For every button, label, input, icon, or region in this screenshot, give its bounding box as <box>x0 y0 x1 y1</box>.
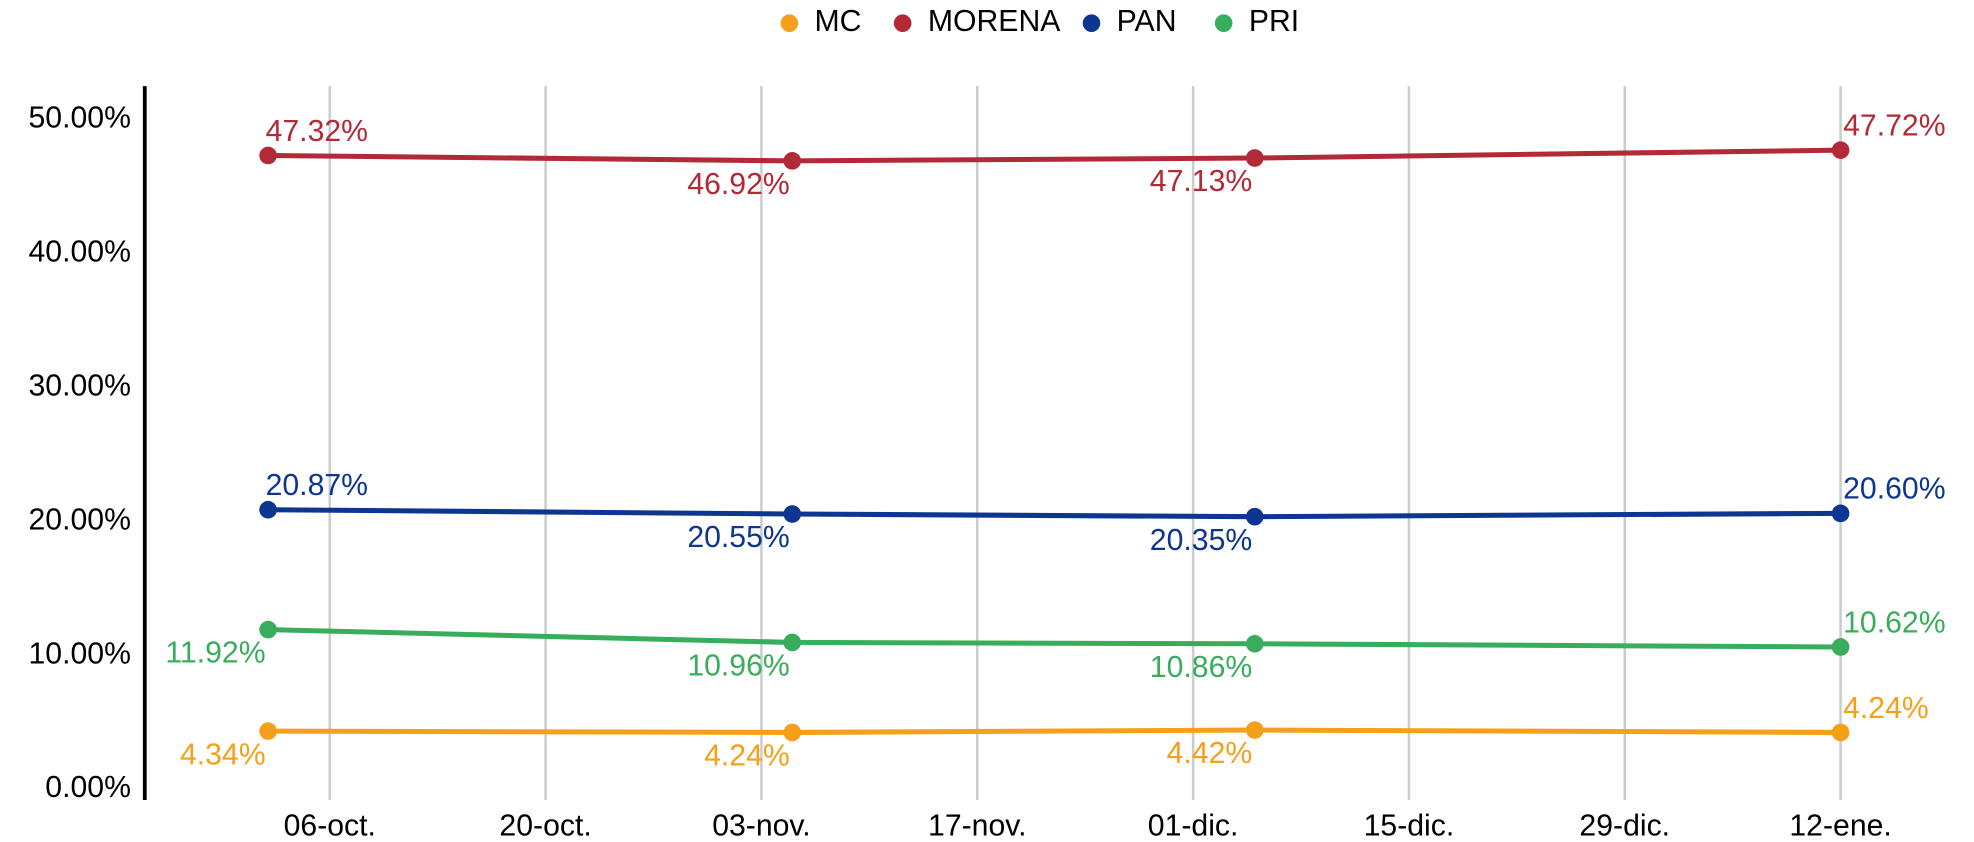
legend-label: MC <box>815 5 862 38</box>
data-label: 20.87% <box>266 469 368 502</box>
y-tick-label: 50.00% <box>28 102 130 135</box>
data-label: 20.55% <box>687 521 789 554</box>
data-point <box>1245 721 1264 739</box>
data-label: 10.62% <box>1843 606 1945 639</box>
data-label: 20.60% <box>1843 473 1945 506</box>
legend-label: PAN <box>1117 5 1177 38</box>
legend-marker <box>893 14 912 32</box>
data-point <box>1831 141 1850 159</box>
data-label: 46.92% <box>687 168 789 201</box>
data-label: 10.86% <box>1150 651 1252 684</box>
x-tick-label: 17-nov. <box>928 810 1027 842</box>
data-point <box>259 146 277 165</box>
x-tick-label: 29-dic. <box>1579 810 1670 842</box>
data-point <box>783 723 802 742</box>
x-tick-label: 03-nov. <box>712 810 811 842</box>
data-label: 10.96% <box>687 650 789 683</box>
legend-label: PRI <box>1249 5 1299 38</box>
series-line <box>268 627 1841 650</box>
data-label: 20.35% <box>1150 524 1252 557</box>
data-label: 4.42% <box>1167 737 1253 770</box>
legend-marker <box>1082 14 1101 32</box>
data-point <box>1831 504 1850 523</box>
legend-marker <box>780 14 799 32</box>
y-tick-label: 40.00% <box>28 236 130 269</box>
data-label: 11.92% <box>165 637 265 670</box>
x-tick-label: 20-oct. <box>499 810 591 842</box>
data-label: 47.72% <box>1843 109 1945 142</box>
data-point <box>783 152 802 170</box>
data-point <box>1831 638 1850 656</box>
data-point <box>259 620 277 639</box>
data-label: 4.24% <box>1843 692 1929 725</box>
series-line <box>268 507 1841 520</box>
data-point <box>1245 634 1264 653</box>
data-label: 47.13% <box>1150 165 1252 198</box>
series-line <box>268 147 1841 164</box>
data-point <box>783 505 802 523</box>
data-point <box>1245 507 1264 526</box>
x-tick-label: 12-ene. <box>1789 810 1891 842</box>
y-tick-label: 10.00% <box>28 637 130 670</box>
legend-label: MORENA <box>928 5 1061 38</box>
y-tick-label: 20.00% <box>28 503 130 536</box>
data-label: 4.34% <box>180 738 266 771</box>
y-tick-label: 30.00% <box>28 369 130 402</box>
data-point <box>1245 149 1264 167</box>
data-point <box>259 722 277 740</box>
series-line <box>268 727 1841 735</box>
data-point <box>783 633 802 652</box>
legend-marker <box>1214 14 1233 32</box>
data-label: 4.24% <box>704 740 790 773</box>
x-tick-label: 06-oct. <box>284 810 376 842</box>
x-tick-label: 01-dic. <box>1148 810 1239 842</box>
data-point <box>259 500 277 519</box>
data-point <box>1831 723 1850 742</box>
data-label: 47.32% <box>266 115 368 148</box>
y-tick-label: 0.00% <box>45 771 131 804</box>
x-tick-label: 15-dic. <box>1364 810 1455 842</box>
